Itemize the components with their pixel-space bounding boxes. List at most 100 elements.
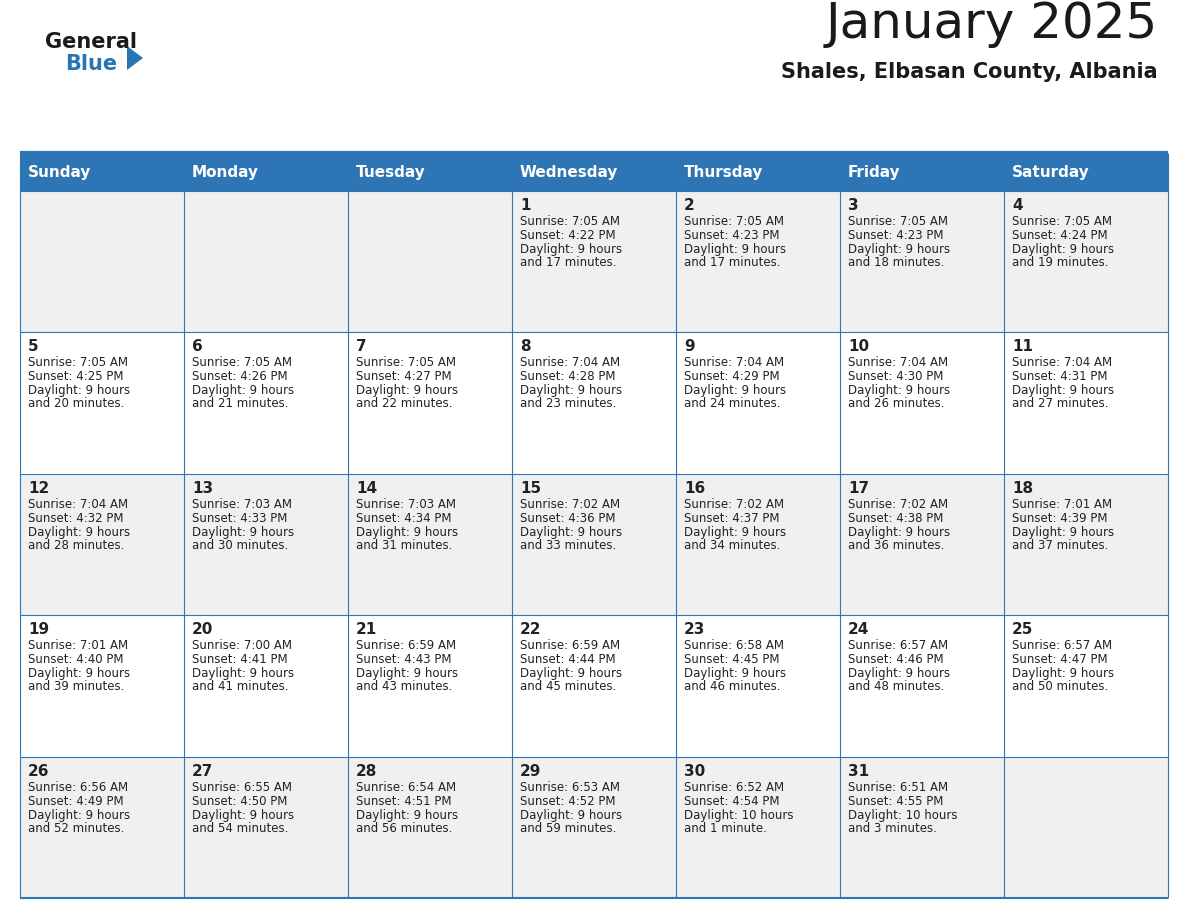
Text: Thursday: Thursday xyxy=(684,164,764,180)
Text: Sunset: 4:34 PM: Sunset: 4:34 PM xyxy=(356,512,451,525)
Bar xyxy=(20,332,1168,474)
Text: 15: 15 xyxy=(520,481,541,496)
Text: 28: 28 xyxy=(356,764,378,778)
Text: and 17 minutes.: and 17 minutes. xyxy=(684,256,781,269)
Text: 11: 11 xyxy=(1012,340,1034,354)
Text: 14: 14 xyxy=(356,481,377,496)
Bar xyxy=(20,756,1168,898)
Text: Sunset: 4:22 PM: Sunset: 4:22 PM xyxy=(520,229,615,242)
Text: Daylight: 9 hours: Daylight: 9 hours xyxy=(192,385,295,397)
Text: 19: 19 xyxy=(29,622,49,637)
Text: Daylight: 9 hours: Daylight: 9 hours xyxy=(520,809,623,822)
Text: Sunrise: 6:52 AM: Sunrise: 6:52 AM xyxy=(684,780,784,793)
Text: Sunrise: 7:00 AM: Sunrise: 7:00 AM xyxy=(192,639,292,652)
Text: 2: 2 xyxy=(684,198,695,213)
Text: Daylight: 9 hours: Daylight: 9 hours xyxy=(29,667,131,680)
Text: Sunrise: 7:05 AM: Sunrise: 7:05 AM xyxy=(848,215,948,228)
Text: and 46 minutes.: and 46 minutes. xyxy=(684,680,781,693)
Text: 23: 23 xyxy=(684,622,706,637)
Text: 4: 4 xyxy=(1012,198,1023,213)
Text: Sunrise: 6:58 AM: Sunrise: 6:58 AM xyxy=(684,639,784,652)
Text: Sunset: 4:44 PM: Sunset: 4:44 PM xyxy=(520,654,615,666)
Text: 7: 7 xyxy=(356,340,367,354)
Text: Sunset: 4:52 PM: Sunset: 4:52 PM xyxy=(520,795,615,808)
Text: Sunset: 4:28 PM: Sunset: 4:28 PM xyxy=(520,370,615,384)
Text: and 18 minutes.: and 18 minutes. xyxy=(848,256,944,269)
Text: Daylight: 9 hours: Daylight: 9 hours xyxy=(848,526,950,539)
Text: 27: 27 xyxy=(192,764,214,778)
Text: Sunrise: 6:55 AM: Sunrise: 6:55 AM xyxy=(192,780,292,793)
Text: 10: 10 xyxy=(848,340,870,354)
Text: Sunrise: 7:02 AM: Sunrise: 7:02 AM xyxy=(520,498,620,510)
Text: and 30 minutes.: and 30 minutes. xyxy=(192,539,289,552)
Text: and 1 minute.: and 1 minute. xyxy=(684,822,767,834)
Text: Daylight: 9 hours: Daylight: 9 hours xyxy=(356,385,459,397)
Text: Sunrise: 7:04 AM: Sunrise: 7:04 AM xyxy=(29,498,128,510)
Text: Sunrise: 6:59 AM: Sunrise: 6:59 AM xyxy=(356,639,456,652)
Text: Sunrise: 7:05 AM: Sunrise: 7:05 AM xyxy=(192,356,292,369)
Text: and 54 minutes.: and 54 minutes. xyxy=(192,822,289,834)
Text: Daylight: 9 hours: Daylight: 9 hours xyxy=(1012,243,1114,256)
Text: Daylight: 10 hours: Daylight: 10 hours xyxy=(848,809,958,822)
Text: Sunrise: 7:04 AM: Sunrise: 7:04 AM xyxy=(848,356,948,369)
Text: 18: 18 xyxy=(1012,481,1034,496)
Text: Sunrise: 7:05 AM: Sunrise: 7:05 AM xyxy=(356,356,456,369)
Text: Daylight: 9 hours: Daylight: 9 hours xyxy=(684,385,786,397)
Text: 21: 21 xyxy=(356,622,378,637)
Text: 24: 24 xyxy=(848,622,870,637)
Text: Sunrise: 7:05 AM: Sunrise: 7:05 AM xyxy=(1012,215,1112,228)
Text: 12: 12 xyxy=(29,481,49,496)
Text: 1: 1 xyxy=(520,198,531,213)
Text: and 59 minutes.: and 59 minutes. xyxy=(520,822,617,834)
Text: and 27 minutes.: and 27 minutes. xyxy=(1012,397,1108,410)
Text: Daylight: 9 hours: Daylight: 9 hours xyxy=(684,667,786,680)
Text: Daylight: 9 hours: Daylight: 9 hours xyxy=(520,243,623,256)
Text: Daylight: 9 hours: Daylight: 9 hours xyxy=(192,667,295,680)
Text: Daylight: 9 hours: Daylight: 9 hours xyxy=(1012,385,1114,397)
Text: 22: 22 xyxy=(520,622,542,637)
Text: Sunrise: 6:51 AM: Sunrise: 6:51 AM xyxy=(848,780,948,793)
Text: Daylight: 9 hours: Daylight: 9 hours xyxy=(520,667,623,680)
Text: Sunrise: 6:57 AM: Sunrise: 6:57 AM xyxy=(848,639,948,652)
Text: 6: 6 xyxy=(192,340,203,354)
Text: Sunset: 4:37 PM: Sunset: 4:37 PM xyxy=(684,512,779,525)
Text: 9: 9 xyxy=(684,340,695,354)
Text: Sunrise: 7:03 AM: Sunrise: 7:03 AM xyxy=(192,498,292,510)
Text: Sunset: 4:31 PM: Sunset: 4:31 PM xyxy=(1012,370,1107,384)
Text: and 21 minutes.: and 21 minutes. xyxy=(192,397,289,410)
Text: and 17 minutes.: and 17 minutes. xyxy=(520,256,617,269)
Text: and 52 minutes.: and 52 minutes. xyxy=(29,822,125,834)
Text: Sunset: 4:23 PM: Sunset: 4:23 PM xyxy=(684,229,779,242)
Text: Daylight: 9 hours: Daylight: 9 hours xyxy=(192,526,295,539)
Text: Daylight: 9 hours: Daylight: 9 hours xyxy=(356,809,459,822)
Text: Sunrise: 7:05 AM: Sunrise: 7:05 AM xyxy=(684,215,784,228)
Text: Sunrise: 7:04 AM: Sunrise: 7:04 AM xyxy=(520,356,620,369)
Text: Sunset: 4:39 PM: Sunset: 4:39 PM xyxy=(1012,512,1107,525)
Text: and 48 minutes.: and 48 minutes. xyxy=(848,680,944,693)
Text: Daylight: 9 hours: Daylight: 9 hours xyxy=(29,809,131,822)
Text: Sunrise: 7:01 AM: Sunrise: 7:01 AM xyxy=(29,639,128,652)
Text: and 31 minutes.: and 31 minutes. xyxy=(356,539,453,552)
Text: and 20 minutes.: and 20 minutes. xyxy=(29,397,125,410)
Text: and 23 minutes.: and 23 minutes. xyxy=(520,397,617,410)
Text: Friday: Friday xyxy=(848,164,901,180)
Text: and 34 minutes.: and 34 minutes. xyxy=(684,539,781,552)
Text: 5: 5 xyxy=(29,340,39,354)
Text: Daylight: 9 hours: Daylight: 9 hours xyxy=(684,526,786,539)
Text: Sunday: Sunday xyxy=(29,164,91,180)
Text: Daylight: 9 hours: Daylight: 9 hours xyxy=(192,809,295,822)
Text: Sunset: 4:38 PM: Sunset: 4:38 PM xyxy=(848,512,943,525)
Text: Sunset: 4:45 PM: Sunset: 4:45 PM xyxy=(684,654,779,666)
Text: and 50 minutes.: and 50 minutes. xyxy=(1012,680,1108,693)
Text: Sunset: 4:30 PM: Sunset: 4:30 PM xyxy=(848,370,943,384)
Text: 8: 8 xyxy=(520,340,531,354)
Text: Sunset: 4:50 PM: Sunset: 4:50 PM xyxy=(192,795,287,808)
Text: Sunset: 4:51 PM: Sunset: 4:51 PM xyxy=(356,795,451,808)
Text: and 37 minutes.: and 37 minutes. xyxy=(1012,539,1108,552)
Text: January 2025: January 2025 xyxy=(826,0,1158,48)
Text: General: General xyxy=(45,32,137,52)
Text: and 19 minutes.: and 19 minutes. xyxy=(1012,256,1108,269)
Text: 29: 29 xyxy=(520,764,542,778)
Text: and 22 minutes.: and 22 minutes. xyxy=(356,397,453,410)
Text: and 3 minutes.: and 3 minutes. xyxy=(848,822,937,834)
